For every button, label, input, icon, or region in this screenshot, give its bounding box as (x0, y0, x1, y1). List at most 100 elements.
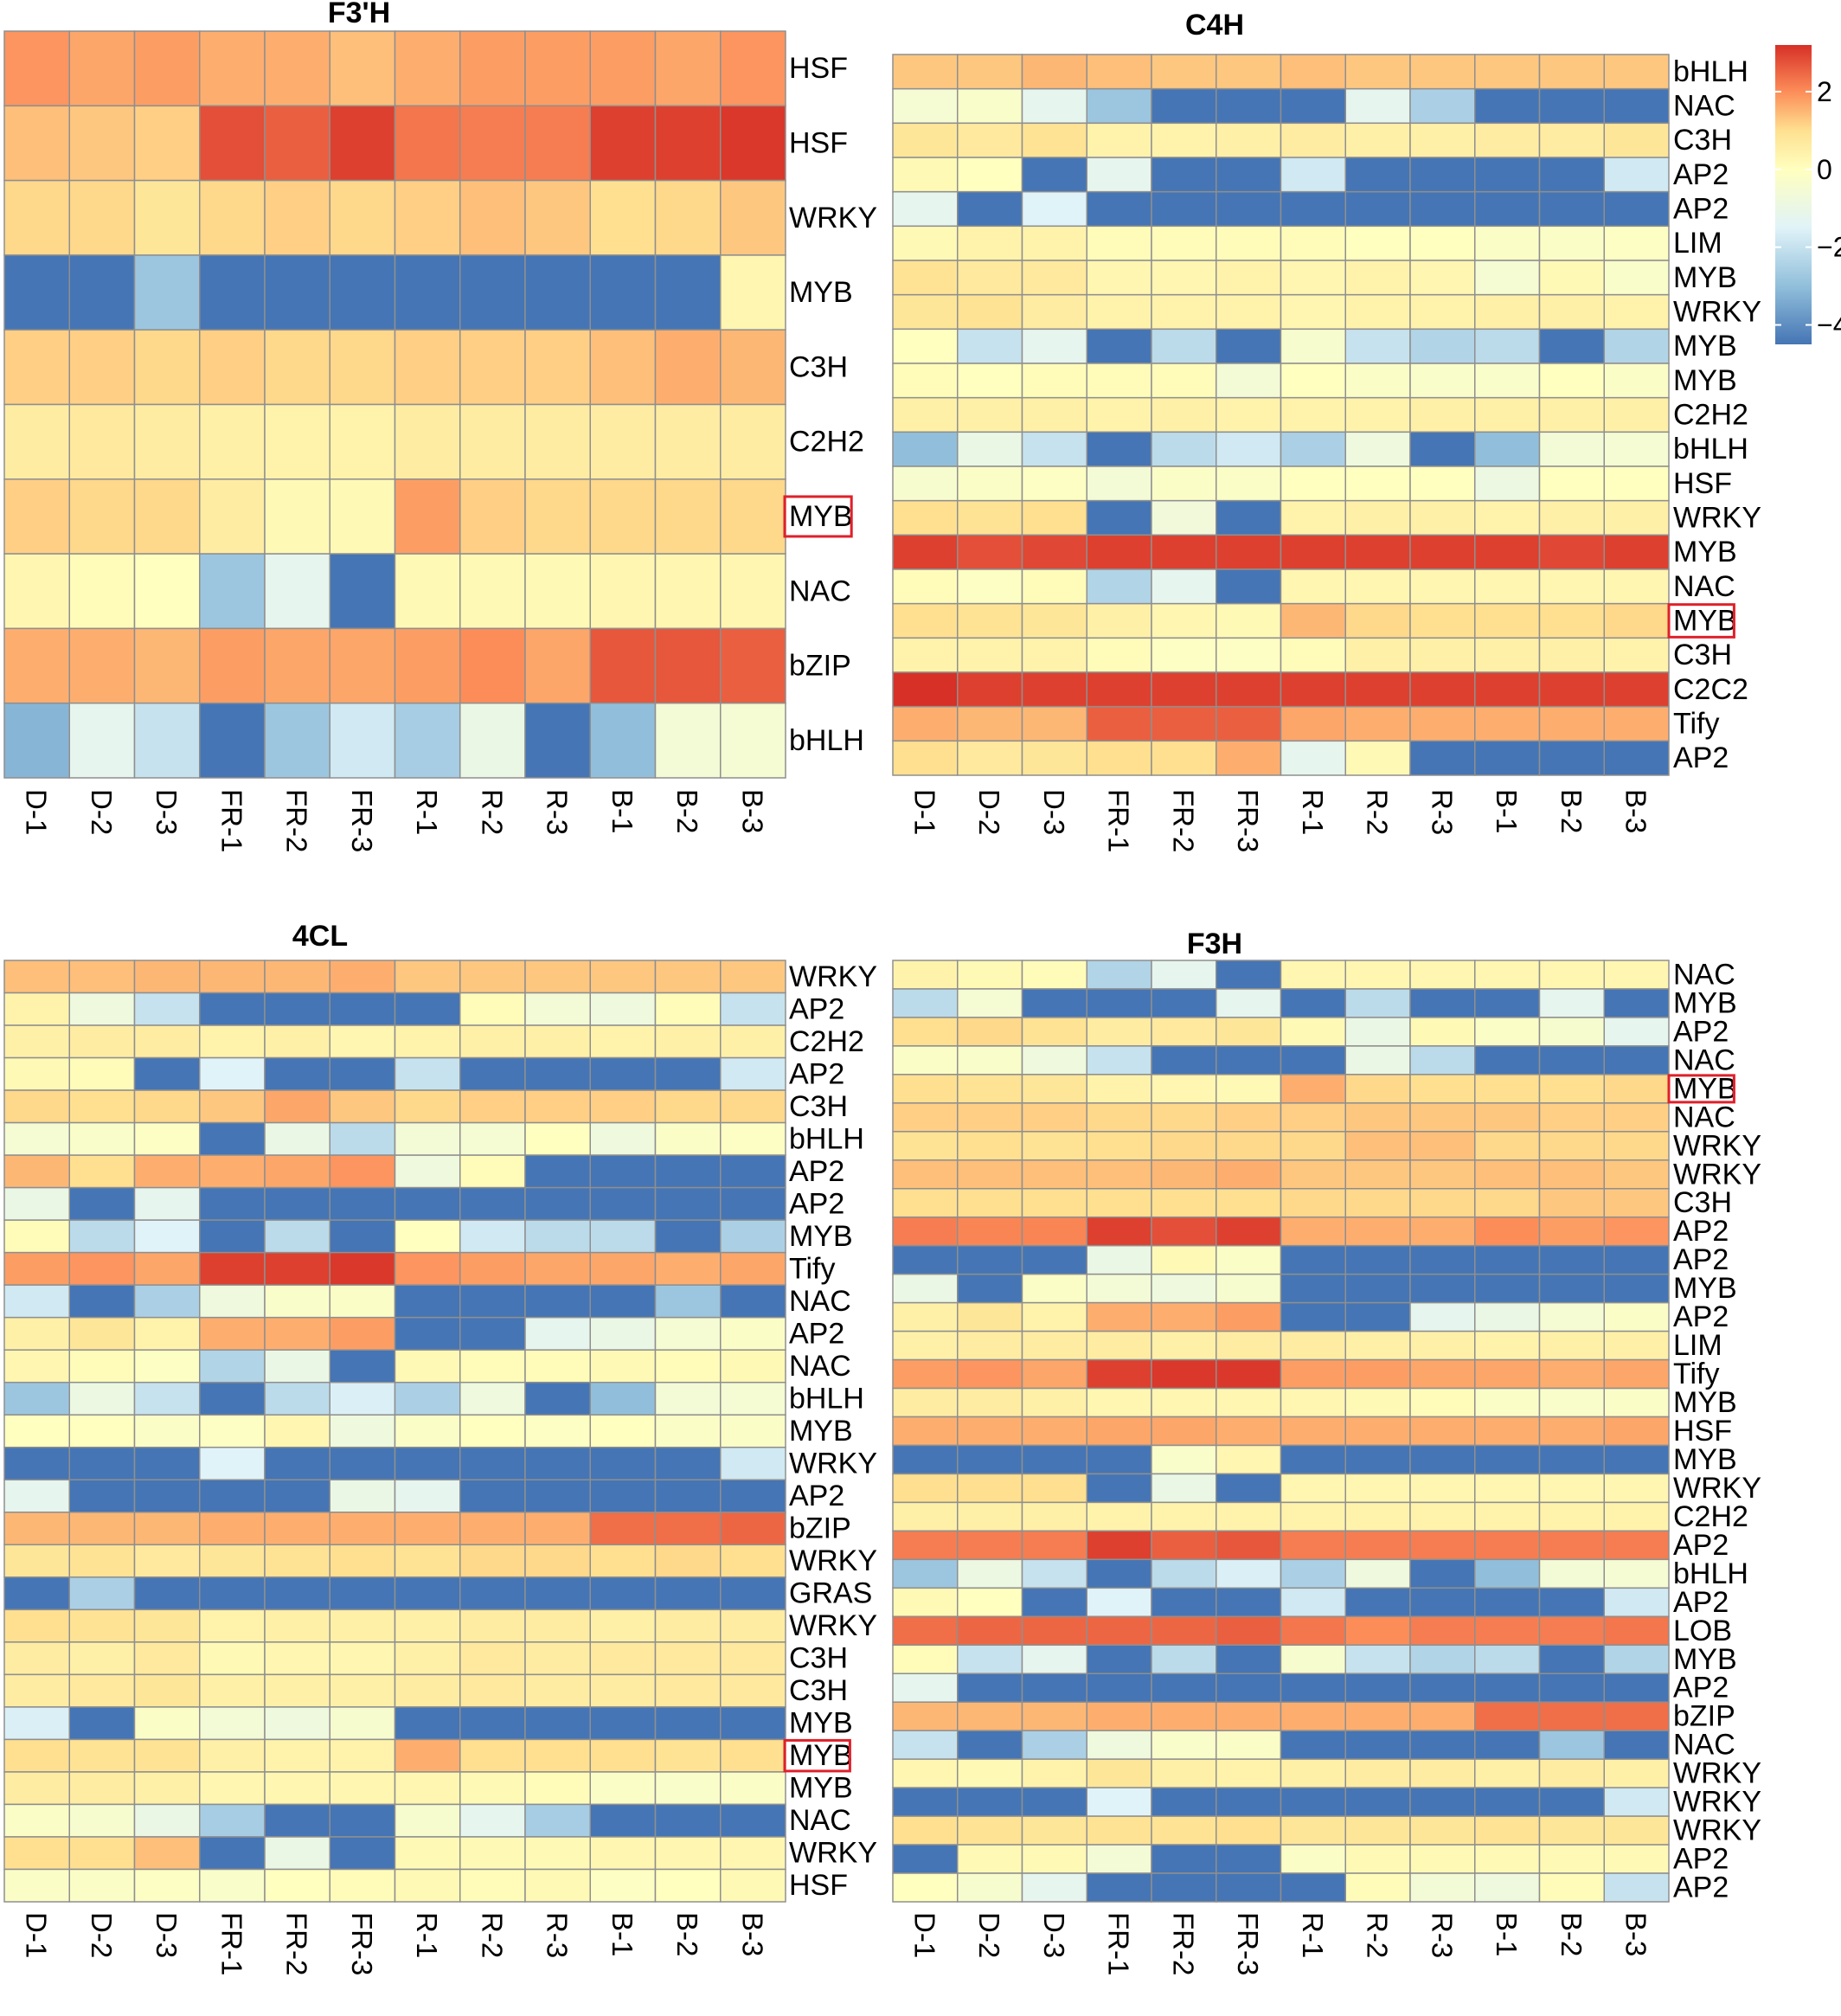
4cl-cell (394, 1771, 461, 1806)
f3prime-h-cell (68, 702, 136, 779)
4cl-panel-title: 4CL (292, 920, 348, 953)
c4h-cell (1538, 431, 1605, 467)
f3prime-h-cell (329, 627, 396, 704)
c4h-cell (957, 431, 1023, 467)
f3prime-h-cell (654, 478, 722, 555)
4cl-cell (199, 1512, 266, 1546)
f3h-cell (1603, 1444, 1670, 1475)
f3h-cell (1216, 1530, 1282, 1561)
f3prime-h-cell (264, 329, 330, 406)
f3h-cell (1021, 1844, 1087, 1874)
f3h-cell (1280, 1273, 1346, 1304)
f3h-row-label: WRKY (1673, 1814, 1761, 1847)
4cl-cell (3, 1868, 70, 1903)
f3h-cell (1280, 1358, 1346, 1390)
f3h-row-label: AP2 (1673, 1243, 1729, 1276)
f3prime-h-cell (264, 553, 330, 630)
f3h-cell (1538, 1530, 1605, 1561)
c4h-cell (1216, 396, 1282, 433)
f3h-cell (1474, 1530, 1541, 1561)
4cl-cell (199, 1414, 266, 1448)
f3h-cell (1344, 1045, 1411, 1075)
c4h-cell (1603, 465, 1670, 502)
f3h-cell (1280, 1131, 1346, 1161)
f3h-cell (1409, 1615, 1476, 1647)
4cl-column-label: FR-3 (346, 1912, 378, 1975)
f3prime-h-cell (459, 403, 526, 480)
f3h-highlight-box (1667, 1074, 1735, 1104)
f3prime-h-cell (199, 105, 266, 182)
c4h-cell (892, 602, 959, 639)
f3h-cell (1216, 1330, 1282, 1361)
4cl-cell (329, 1641, 396, 1676)
4cl-cell (329, 1836, 396, 1871)
c4h-row-label: bHLH (1673, 433, 1748, 465)
f3h-cell (1409, 1758, 1476, 1788)
4cl-cell (3, 1414, 70, 1448)
c4h-cell (1603, 122, 1670, 158)
f3h-cell (1151, 1102, 1217, 1133)
f3h-row-label: MYB (1673, 1443, 1737, 1476)
c4h-cell (1538, 54, 1605, 90)
4cl-cell (199, 1024, 266, 1059)
f3h-cell (892, 1416, 959, 1447)
4cl-cell (720, 1544, 786, 1578)
4cl-cell (3, 1056, 70, 1091)
c4h-column-label: R-2 (1362, 789, 1394, 835)
c4h-cell (1538, 328, 1605, 364)
f3h-cell (892, 1074, 959, 1104)
4cl-cell (720, 1479, 786, 1513)
4cl-cell (459, 1154, 526, 1189)
f3h-cell (1474, 1387, 1541, 1418)
4cl-cell (329, 1447, 396, 1481)
f3h-cell (892, 1301, 959, 1332)
f3prime-h-cell (133, 254, 201, 331)
4cl-cell (394, 1738, 461, 1773)
4cl-cell (720, 1738, 786, 1773)
4cl-cell (199, 1219, 266, 1254)
4cl-cell (329, 1673, 396, 1708)
f3h-cell (957, 1216, 1023, 1247)
c4h-cell (1409, 293, 1476, 331)
4cl-cell (133, 1738, 201, 1773)
f3h-cell (1216, 1131, 1282, 1161)
c4h-cell (1280, 54, 1346, 90)
c4h-row-label: bHLH (1673, 55, 1748, 88)
c4h-cell (1474, 499, 1541, 536)
4cl-cell (199, 1056, 266, 1091)
4cl-cell (264, 1154, 330, 1189)
f3h-row-label: AP2 (1673, 1872, 1729, 1904)
f3h-row-label: WRKY (1673, 1786, 1761, 1819)
4cl-cell (654, 1284, 722, 1319)
4cl-cell (329, 1544, 396, 1578)
c4h-cell (957, 499, 1023, 536)
f3h-cell (892, 1701, 959, 1731)
f3prime-h-cell (589, 627, 657, 704)
f3h-cell (1151, 1330, 1217, 1361)
c4h-cell (1538, 260, 1605, 296)
4cl-cell (264, 1641, 330, 1676)
4cl-cell (524, 1219, 591, 1254)
c4h-column-label: B-1 (1491, 789, 1523, 833)
c4h-cell (1344, 671, 1411, 708)
4cl-cell (264, 1544, 330, 1578)
c4h-cell (1603, 87, 1670, 125)
4cl-cell (264, 1479, 330, 1513)
f3h-cell (1086, 1587, 1152, 1618)
f3prime-h-cell (720, 553, 786, 630)
c4h-cell (1151, 705, 1217, 742)
f3h-cell (1344, 1815, 1411, 1846)
f3h-cell (1151, 1188, 1217, 1218)
f3h-cell (1474, 1159, 1541, 1190)
f3h-cell (1603, 1844, 1670, 1874)
4cl-cell (654, 1219, 722, 1254)
f3prime-h-cell (3, 179, 70, 256)
4cl-cell (264, 1706, 330, 1741)
f3h-cell (1538, 1758, 1605, 1788)
4cl-column-label: D-1 (21, 1912, 53, 1958)
c4h-cell (1021, 363, 1087, 399)
f3prime-h-cell (68, 478, 136, 555)
f3h-cell (1603, 1216, 1670, 1247)
c4h-cell (1474, 328, 1541, 364)
4cl-cell (394, 1868, 461, 1903)
